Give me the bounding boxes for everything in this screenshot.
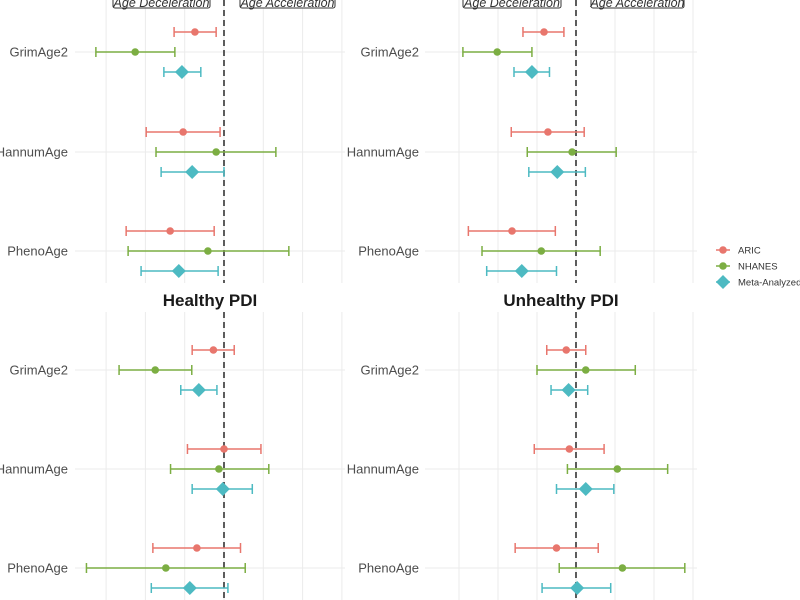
point-estimate — [565, 445, 574, 453]
point-estimate-diamond — [174, 65, 189, 79]
annotation-label: Age Acceleration — [589, 0, 684, 10]
point-estimate-diamond — [561, 383, 576, 397]
point-estimate — [537, 247, 546, 255]
point-estimate — [493, 48, 502, 56]
annotation-box — [112, 0, 211, 9]
legend-label: ARIC — [738, 246, 761, 257]
legend: ARIC NHANES Meta-Analyzed — [716, 246, 800, 289]
point-estimate — [618, 564, 627, 572]
point-estimate — [540, 28, 548, 36]
y-tick-label: HannumAge — [0, 462, 68, 477]
annotation-box — [590, 0, 685, 9]
panel-4: GrimAge2 HannumAge PhenoAge Unhealthy PDI — [347, 291, 697, 600]
y-tick-label: GrimAge2 — [360, 363, 419, 378]
y-tick-label: GrimAge2 — [360, 45, 419, 60]
panel-title: Healthy PDI — [163, 291, 257, 310]
point-estimate-diamond — [185, 165, 200, 179]
panel-title: Unhealthy PDI — [503, 291, 618, 310]
point-estimate-diamond — [514, 264, 529, 278]
annotation-label: Age Deceleration — [113, 0, 210, 10]
point-estimate — [613, 465, 622, 473]
point-estimate — [544, 128, 552, 136]
point-estimate-diamond — [191, 383, 206, 397]
point-estimate-diamond — [550, 165, 565, 179]
point-estimate — [191, 28, 199, 36]
y-tick-label: GrimAge2 — [9, 45, 68, 60]
legend-label: NHANES — [738, 262, 778, 273]
point-estimate-diamond — [182, 581, 197, 595]
point-estimate — [220, 445, 228, 453]
point-estimate-diamond — [570, 581, 585, 595]
y-tick-label: PhenoAge — [7, 561, 68, 576]
point-estimate-diamond — [215, 482, 230, 496]
y-tick-label: PhenoAge — [358, 244, 419, 259]
y-tick-label: HannumAge — [347, 462, 419, 477]
point-estimate — [568, 148, 576, 156]
point-estimate — [215, 465, 223, 473]
annotation-label: Age Deceleration — [463, 0, 560, 10]
point-estimate — [131, 48, 139, 56]
point-estimate — [162, 564, 170, 572]
point-estimate — [209, 346, 218, 354]
y-tick-label: HannumAge — [347, 145, 419, 160]
point-estimate — [581, 366, 590, 374]
point-estimate — [151, 366, 160, 374]
legend-key-diamond — [716, 275, 730, 289]
y-tick-label: PhenoAge — [7, 244, 68, 259]
annotation-box — [239, 0, 336, 9]
y-tick-label: GrimAge2 — [9, 363, 68, 378]
point-estimate — [204, 247, 212, 255]
y-tick-label: PhenoAge — [358, 561, 419, 576]
y-tick-label: HannumAge — [0, 145, 68, 160]
point-estimate — [562, 346, 571, 354]
point-estimate — [508, 227, 516, 235]
annotation-box — [462, 0, 562, 9]
annotation-label: Age Acceleration — [239, 0, 334, 10]
legend-item: ARIC — [716, 246, 761, 257]
panel-2: GrimAge2 HannumAge PhenoAge Age Deceleratio… — [347, 0, 697, 283]
legend-key-circle — [719, 262, 727, 270]
legend-key-circle — [719, 246, 727, 254]
point-estimate-diamond — [578, 482, 593, 496]
legend-label: Meta-Analyzed — [738, 278, 800, 289]
panel-1: GrimAge2 HannumAge PhenoAge Age Deceleratio… — [0, 0, 345, 283]
point-estimate — [212, 148, 220, 156]
point-estimate — [179, 128, 187, 136]
panel-3: GrimAge2 HannumAge PhenoAge Healthy PDI — [0, 291, 345, 600]
legend-item: Meta-Analyzed — [716, 275, 800, 289]
point-estimate — [166, 227, 174, 235]
legend-item: NHANES — [716, 262, 778, 273]
point-estimate — [552, 544, 561, 552]
point-estimate — [193, 544, 201, 552]
point-estimate-diamond — [524, 65, 539, 79]
point-estimate-diamond — [171, 264, 186, 278]
